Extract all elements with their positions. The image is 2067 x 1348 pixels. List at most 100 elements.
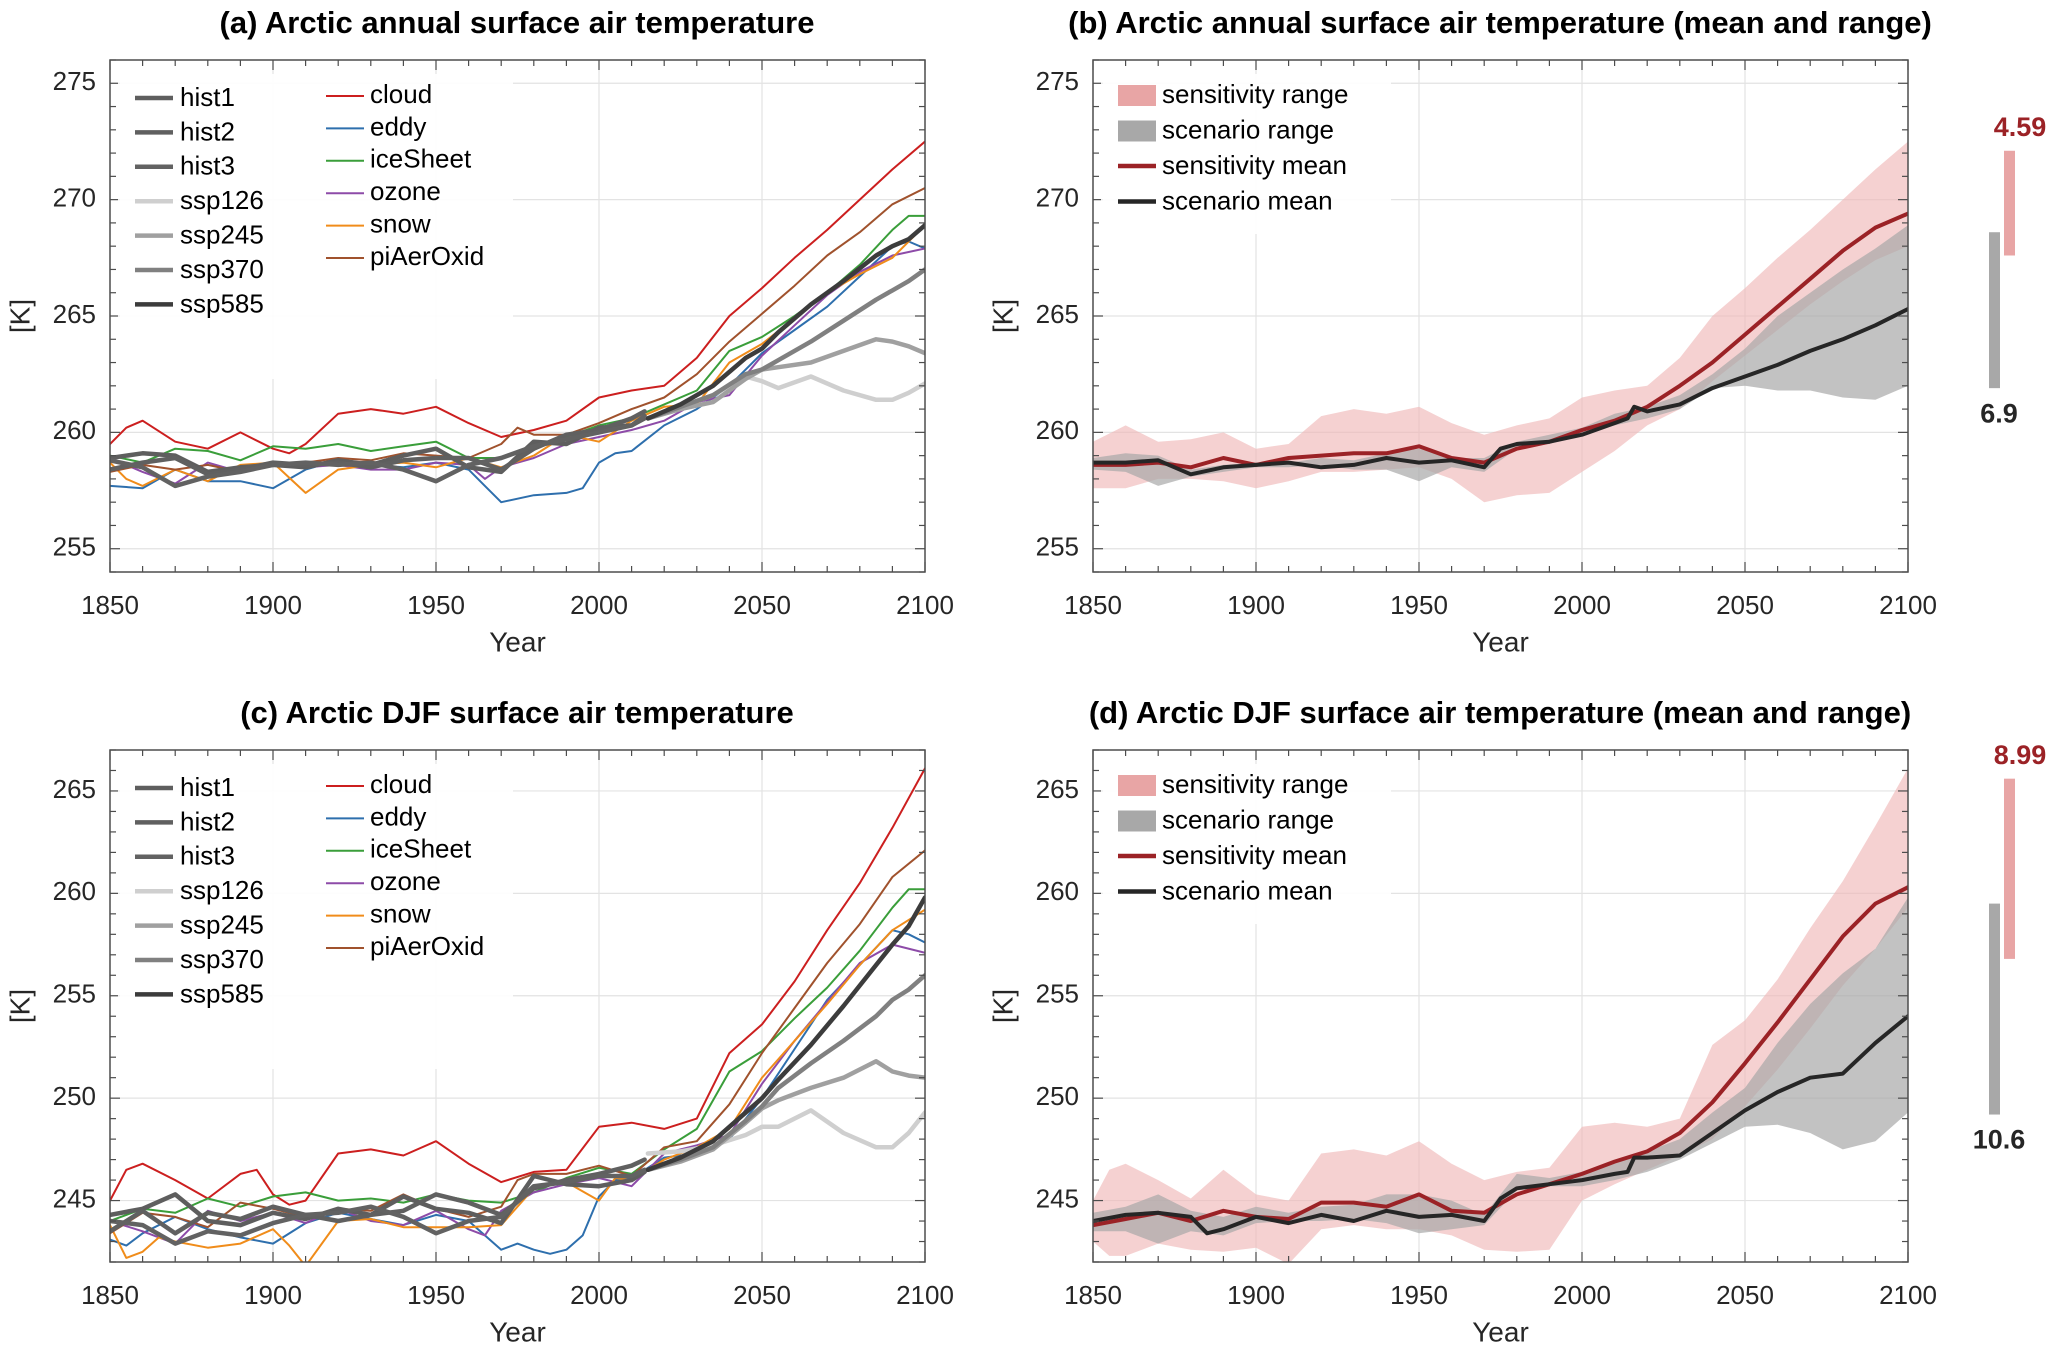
series-line-sensitivity-mean: [1093, 885, 1908, 1228]
legend-background: [118, 764, 513, 1069]
legend-label: sensitivity mean: [1162, 840, 1347, 870]
x-tick-label: 1900: [1227, 1280, 1285, 1310]
x-tick-label: 1900: [244, 590, 302, 620]
legend-label: cloud: [370, 79, 432, 109]
y-axis-label: [K]: [4, 989, 35, 1023]
x-tick-label: 2000: [570, 590, 628, 620]
x-tick-label: 2050: [733, 590, 791, 620]
legend-item: ssp370: [135, 254, 264, 284]
legend-item: ssp126: [135, 185, 264, 215]
y-tick-label: 265: [53, 299, 96, 329]
legend: sensitivity range scenario range sensitivi…: [1101, 74, 1391, 234]
series-line-ssp245: [645, 337, 925, 421]
legend-label: scenario mean: [1162, 185, 1333, 215]
legend-item: hist1: [135, 772, 235, 802]
series-line-ssp370: [645, 973, 925, 1173]
series-line-snow: [110, 908, 925, 1262]
x-tick-label: 2000: [1553, 590, 1611, 620]
x-tick-label: 2100: [1879, 1280, 1937, 1310]
x-tick-label: 1950: [1390, 1280, 1448, 1310]
legend-label: cloud: [370, 769, 432, 799]
legend-item: iceSheet: [326, 144, 472, 174]
legend-item: sensitivity range: [1118, 79, 1348, 109]
y-tick-label: 275: [53, 66, 96, 96]
legend-label: snow: [370, 208, 431, 238]
legend-item: snow: [326, 208, 431, 238]
legend-swatch-sensitivity-range: [1118, 85, 1156, 106]
range-bars: 4.59 6.9: [1980, 112, 2046, 428]
legend-label: hist2: [180, 806, 235, 836]
plot-content: [1093, 768, 1908, 1262]
series-line-piAerOxid: [110, 849, 925, 1235]
legend-swatch-scenario-range: [1118, 810, 1156, 832]
legend-item: scenario mean: [1118, 185, 1333, 215]
legend-label: ssp370: [180, 944, 264, 974]
legend-label: sensitivity range: [1162, 79, 1348, 109]
series-line-cloud: [110, 767, 925, 1206]
plot-content: [1093, 141, 1908, 503]
legend: hist1 hist2 hist3 ssp126 ssp245 ssp370 ssp585 c…: [118, 74, 513, 379]
legend-item: hist2: [135, 806, 235, 836]
series-line-ssp370: [645, 267, 925, 421]
x-axis-label: Year: [489, 1316, 546, 1347]
legend-label: ssp245: [180, 219, 264, 249]
legend-item: scenario range: [1118, 114, 1334, 144]
x-tick-label: 1950: [1390, 590, 1448, 620]
legend-swatch-sensitivity-range: [1118, 775, 1156, 796]
y-tick-label: 270: [1036, 183, 1079, 213]
legend-item: cloud: [326, 769, 432, 799]
legend: hist1 hist2 hist3 ssp126 ssp245 ssp370 ssp585 c…: [118, 764, 513, 1069]
legend-item: piAerOxid: [326, 241, 484, 271]
legend-label: scenario mean: [1162, 875, 1333, 905]
x-tick-label: 1950: [407, 590, 465, 620]
band-scenario-range: [1093, 897, 1908, 1244]
x-tick-label: 2050: [1716, 1280, 1774, 1310]
legend-label: ssp585: [180, 978, 264, 1008]
legend-item: ssp585: [135, 978, 264, 1008]
legend-item: scenario range: [1118, 804, 1334, 834]
legend-label: iceSheet: [370, 144, 472, 174]
legend-swatch-scenario-range: [1118, 120, 1156, 142]
series-line-eddy: [110, 929, 925, 1255]
range-bar-scenario: [1989, 903, 2000, 1115]
legend: sensitivity range scenario range sensitivi…: [1101, 764, 1391, 924]
y-tick-label: 255: [1036, 532, 1079, 562]
x-tick-label: 2100: [896, 590, 954, 620]
y-tick-label: 255: [53, 979, 96, 1009]
legend-item: sensitivity mean: [1118, 150, 1347, 180]
legend-label: ssp245: [180, 909, 264, 939]
range-bar-sensitivity: [2004, 778, 2015, 959]
y-tick-label: 250: [53, 1081, 96, 1111]
x-tick-label: 1900: [244, 1280, 302, 1310]
legend-label: ssp126: [180, 875, 264, 905]
legend-label: hist3: [180, 151, 235, 181]
series-line-ozone: [110, 943, 925, 1245]
x-axis-label: Year: [1472, 1316, 1529, 1347]
y-tick-label: 270: [53, 183, 96, 213]
legend-item: hist2: [135, 116, 235, 146]
chart-title: (d) Arctic DJF surface air temperature (…: [1089, 695, 1911, 730]
legend-item: ssp245: [135, 909, 264, 939]
range-bar-label-sensitivity: 4.59: [1994, 112, 2047, 142]
legend-label: iceSheet: [370, 834, 472, 864]
y-axis-label: [K]: [987, 989, 1018, 1023]
legend-label: hist1: [180, 82, 235, 112]
series-line-ssp585: [645, 222, 925, 421]
legend-item: hist3: [135, 151, 235, 181]
range-bar-label-sensitivity: 8.99: [1994, 740, 2047, 770]
legend-label: hist2: [180, 116, 235, 146]
x-tick-label: 2100: [896, 1280, 954, 1310]
y-tick-label: 250: [1036, 1081, 1079, 1111]
x-tick-label: 2050: [1716, 590, 1774, 620]
legend-item: cloud: [326, 79, 432, 109]
x-tick-label: 1850: [1064, 1280, 1122, 1310]
x-tick-label: 1900: [1227, 590, 1285, 620]
y-tick-label: 260: [53, 415, 96, 445]
legend-label: ozone: [370, 866, 441, 896]
legend-item: ssp370: [135, 944, 264, 974]
y-tick-label: 260: [53, 876, 96, 906]
x-tick-label: 1850: [1064, 590, 1122, 620]
series-line-sensitivity-mean: [1093, 211, 1908, 470]
legend-item: scenario mean: [1118, 875, 1333, 905]
